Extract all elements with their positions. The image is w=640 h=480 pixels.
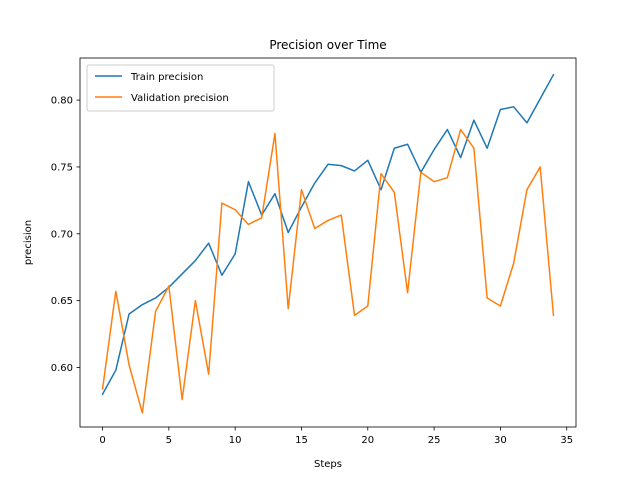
y-tick-label: 0.70 bbox=[51, 229, 73, 240]
plot-frame bbox=[79, 57, 577, 428]
x-tick-label: 35 bbox=[560, 435, 573, 446]
x-tick-label: 10 bbox=[229, 435, 242, 446]
validation-precision-line bbox=[101, 128, 555, 414]
x-tick-label: 25 bbox=[428, 435, 441, 446]
y-tick-label: 0.60 bbox=[51, 363, 73, 374]
legend-label-validation: Validation precision bbox=[131, 93, 229, 104]
legend-box bbox=[86, 64, 275, 112]
x-tick-label: 15 bbox=[295, 435, 308, 446]
legend: Train precision Validation precision bbox=[86, 64, 275, 112]
x-tick-label: 0 bbox=[99, 435, 105, 446]
train-precision-line bbox=[101, 73, 555, 396]
x-axis: 0 5 10 15 20 25 30 35 bbox=[99, 427, 573, 446]
y-tick-label: 0.75 bbox=[51, 162, 73, 173]
legend-label-train: Train precision bbox=[130, 72, 203, 83]
y-tick-label: 0.65 bbox=[51, 296, 73, 307]
chart-title: Precision over Time bbox=[269, 38, 386, 52]
x-tick-label: 30 bbox=[494, 435, 507, 446]
x-axis-label: Steps bbox=[314, 459, 342, 470]
plot-area bbox=[101, 73, 555, 414]
x-tick-label: 20 bbox=[361, 435, 374, 446]
x-tick-label: 5 bbox=[166, 435, 172, 446]
y-tick-label: 0.80 bbox=[51, 96, 73, 107]
y-axis-label: precision bbox=[23, 220, 34, 265]
y-axis: 0.60 0.65 0.70 0.75 0.80 bbox=[51, 96, 80, 374]
